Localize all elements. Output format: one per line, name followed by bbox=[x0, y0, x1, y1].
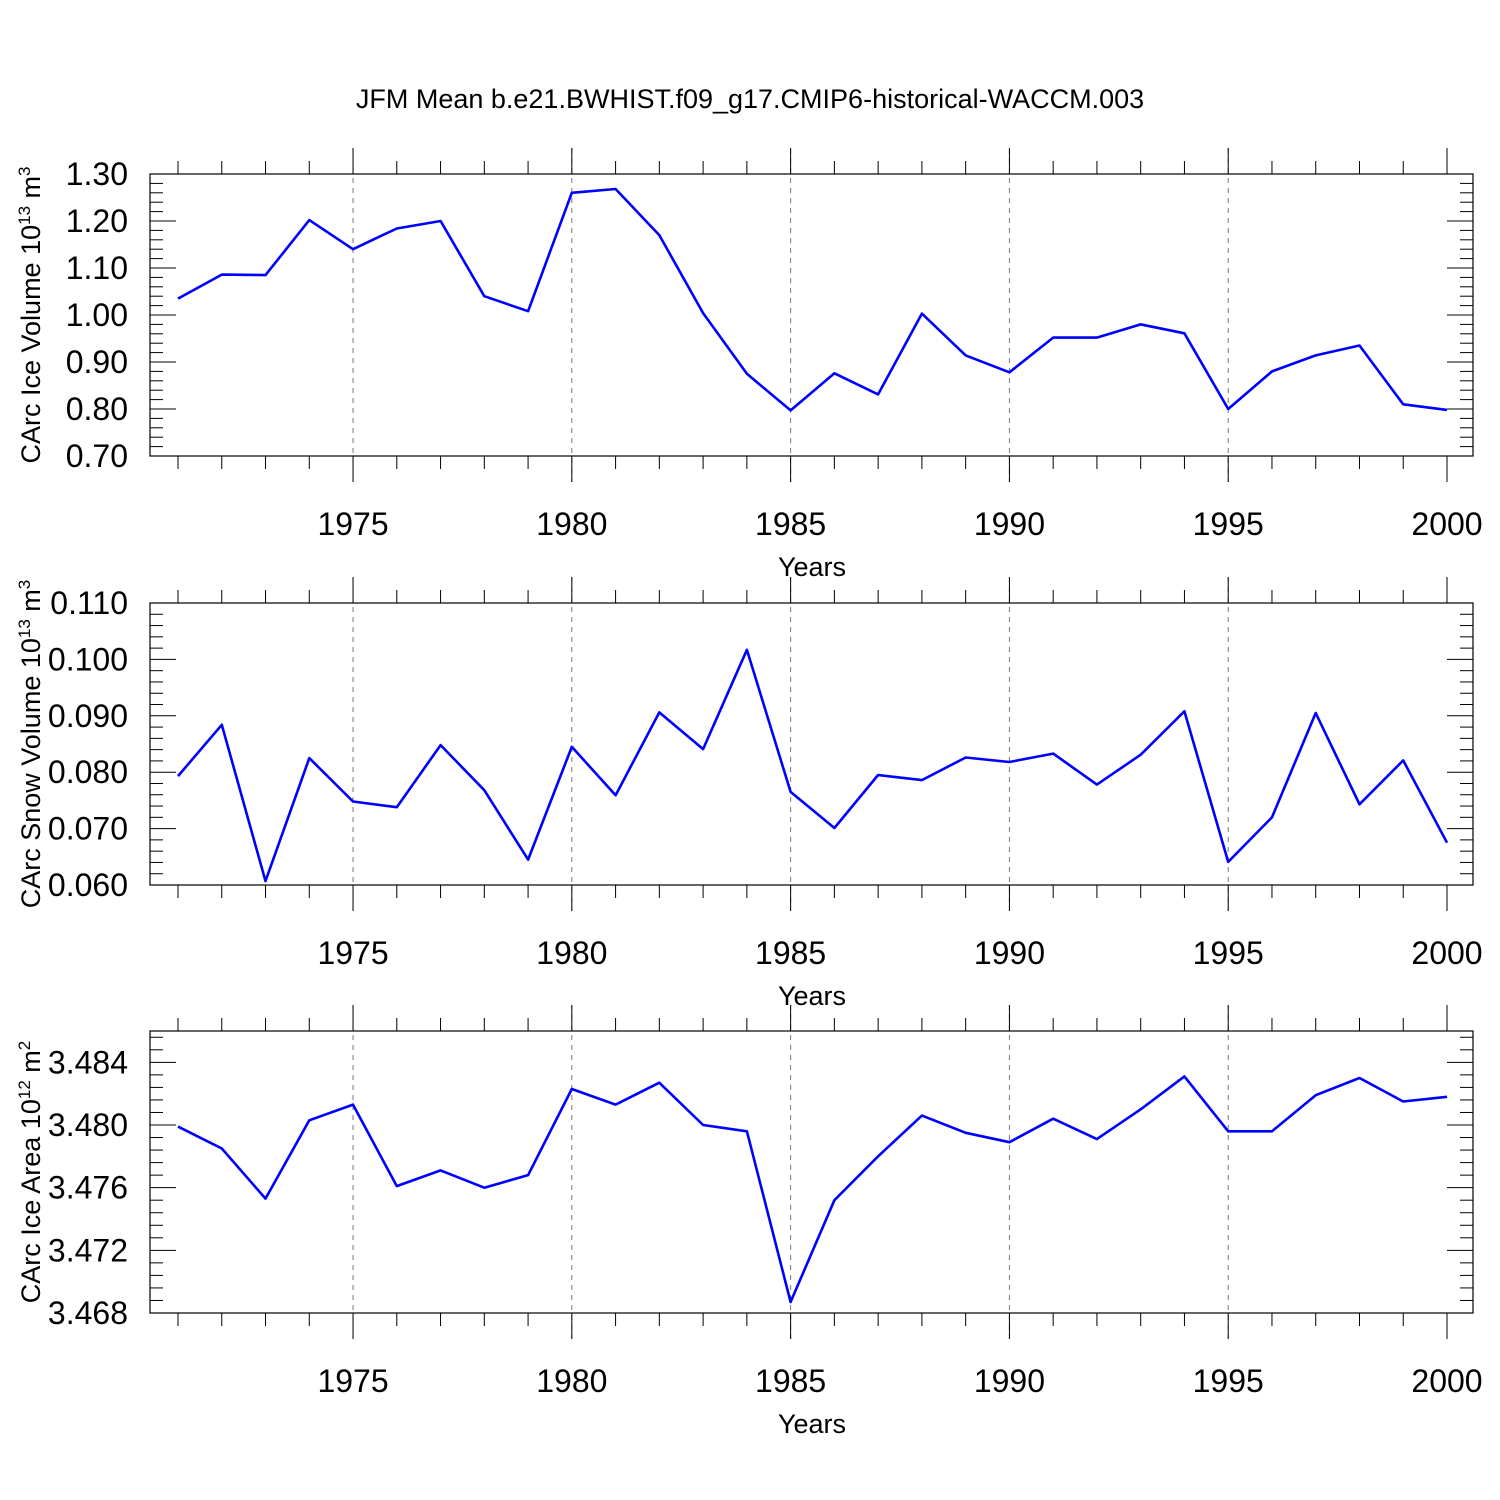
x-tick-label: 1995 bbox=[1193, 1363, 1264, 1399]
x-axis-title: Years bbox=[778, 981, 846, 1011]
panel-3: 3.468 3.472 3.476 3.480 3.484 1975 1980 1985 199… bbox=[15, 1005, 1483, 1439]
series-line-1 bbox=[177, 648, 1449, 883]
x-tick-label: 2000 bbox=[1411, 1363, 1482, 1399]
y-tick-label: 0.060 bbox=[48, 867, 128, 903]
y-tick-label: 0.090 bbox=[48, 698, 128, 734]
x-tick-label: 1975 bbox=[317, 935, 388, 971]
y-tick-label: 0.070 bbox=[48, 811, 128, 847]
x-tick-label: 1990 bbox=[974, 935, 1045, 971]
x-axis-title: Years bbox=[778, 552, 846, 582]
x-tick-label: 1985 bbox=[755, 506, 826, 542]
y-axis-title: CArc Ice Volume 1013 m3 bbox=[15, 166, 46, 463]
plot-frame bbox=[149, 1030, 1474, 1314]
plot-frame bbox=[149, 173, 1474, 457]
y-tick-label: 3.484 bbox=[48, 1044, 128, 1080]
x-tick-label: 1985 bbox=[755, 1363, 826, 1399]
x-tick-label: 1995 bbox=[1193, 935, 1264, 971]
x-tick-label: 1975 bbox=[317, 1363, 388, 1399]
x-tick-label: 1995 bbox=[1193, 506, 1264, 542]
series-line-1 bbox=[177, 1075, 1448, 1304]
y-axis-title: CArc Ice Area 1012 m2 bbox=[15, 1041, 46, 1304]
x-tick-label: 1980 bbox=[536, 935, 607, 971]
x-tick-label: 1975 bbox=[317, 506, 388, 542]
x-tick-label: 1990 bbox=[974, 506, 1045, 542]
x-tick-label: 1980 bbox=[536, 506, 607, 542]
y-tick-label: 1.00 bbox=[66, 297, 128, 333]
x-tick-label: 1980 bbox=[536, 1363, 607, 1399]
y-tick-label: 3.480 bbox=[48, 1107, 128, 1143]
y-tick-label: 1.20 bbox=[66, 203, 128, 239]
x-tick-label: 1985 bbox=[755, 935, 826, 971]
y-tick-label: 3.472 bbox=[48, 1232, 128, 1268]
plot-frame bbox=[149, 602, 1474, 886]
chart-title: JFM Mean b.e21.BWHIST.f09_g17.CMIP6-hist… bbox=[355, 84, 1145, 114]
panel-1: 0.70 0.80 0.90 1.00 1.10 1.20 1.30 1975 1980 1985… bbox=[15, 148, 1483, 582]
y-tick-label: 3.476 bbox=[48, 1170, 128, 1206]
x-tick-label: 2000 bbox=[1411, 935, 1482, 971]
y-tick-label: 0.080 bbox=[48, 754, 128, 790]
y-tick-label: 1.30 bbox=[66, 156, 128, 192]
y-tick-label: 3.468 bbox=[48, 1295, 128, 1331]
y-tick-label: 0.110 bbox=[50, 585, 128, 621]
y-tick-label: 0.90 bbox=[66, 344, 128, 380]
y-tick-label: 0.100 bbox=[48, 641, 128, 677]
y-tick-label: 0.70 bbox=[66, 438, 128, 474]
y-tick-label: 1.10 bbox=[66, 250, 128, 286]
x-axis-title: Years bbox=[778, 1409, 846, 1439]
y-tick-label: 0.80 bbox=[66, 391, 128, 427]
series-line-1 bbox=[177, 187, 1448, 412]
x-tick-label: 2000 bbox=[1411, 506, 1482, 542]
panel-2: 0.060 0.070 0.080 0.090 0.100 0.110 1975 1980 19… bbox=[15, 577, 1483, 1011]
y-axis-title: CArc Snow Volume 1013 m3 bbox=[15, 580, 46, 909]
x-tick-label: 1990 bbox=[974, 1363, 1045, 1399]
